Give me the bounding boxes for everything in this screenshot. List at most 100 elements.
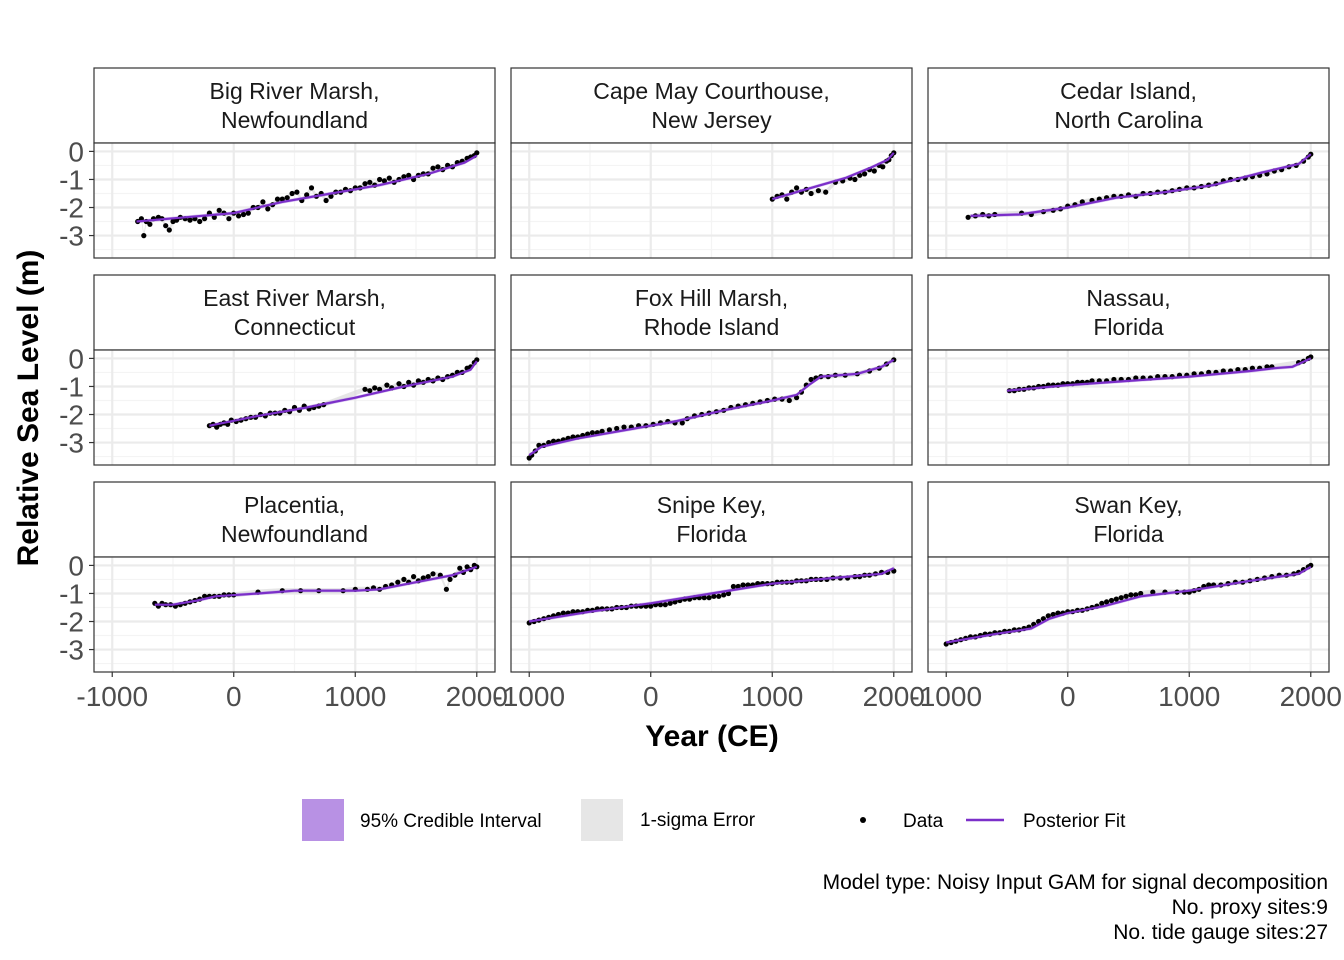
credible-interval-band <box>529 358 894 457</box>
data-point <box>725 590 732 597</box>
x-tick-label: 2000 <box>446 681 508 712</box>
y-tick-label: 0 <box>68 343 84 374</box>
grid-lines <box>511 350 912 465</box>
data-point <box>1104 599 1110 605</box>
posterior-fit-line <box>970 153 1312 217</box>
data-point <box>871 168 877 174</box>
legend: 95% Credible Interval 1-sigma Error Data Po… <box>302 799 1126 841</box>
grid-lines <box>928 143 1329 258</box>
data-point <box>430 165 436 171</box>
x-tick-label: 0 <box>643 681 659 712</box>
data-point <box>1108 597 1115 604</box>
facet-panels: Big River Marsh,Newfoundland0-1-2-3Cape … <box>59 67 1342 712</box>
facet-strip <box>510 481 913 558</box>
x-tick-label: 2000 <box>1280 681 1342 712</box>
data-point <box>606 427 613 433</box>
data-point <box>701 595 707 601</box>
data-point <box>377 386 383 392</box>
data-point <box>377 176 383 183</box>
y-tick-label: -3 <box>59 635 84 666</box>
data-point <box>1045 613 1051 619</box>
facet-title-line2: Connecticut <box>234 314 356 340</box>
facet-title-line2: Newfoundland <box>221 107 368 133</box>
panel-border <box>93 349 496 466</box>
legend-key-fill <box>581 799 623 841</box>
data-point <box>662 602 668 608</box>
data-point <box>808 190 814 197</box>
x-tick-label: 2000 <box>863 681 925 712</box>
data-point <box>265 206 271 212</box>
facet-panel: Nassau, Florida <box>927 274 1330 466</box>
posterior-fit-line <box>209 360 478 427</box>
posterior-fit-line <box>154 565 478 606</box>
x-tick-label: -1000 <box>910 681 982 712</box>
data-point <box>406 379 412 385</box>
y-tick-label: 0 <box>68 550 84 581</box>
series-layer <box>135 150 480 239</box>
data-point <box>740 582 746 588</box>
data-point <box>214 424 220 430</box>
data-point <box>443 586 449 592</box>
legend-key-fill <box>302 799 344 841</box>
data-point <box>1128 592 1134 598</box>
panel-border <box>510 142 913 259</box>
data-point <box>1050 611 1056 618</box>
data-point <box>386 175 392 181</box>
series-layer <box>965 151 1314 220</box>
facet-strip <box>93 481 496 558</box>
data-point <box>614 425 620 432</box>
x-tick-label: 1000 <box>1158 681 1220 712</box>
data-point <box>457 565 463 571</box>
data-point <box>1040 616 1046 622</box>
caption-proxy-sites: No. proxy sites:9 <box>1171 896 1328 919</box>
facet-title-line2: Florida <box>676 521 747 547</box>
data-point <box>1118 595 1124 601</box>
posterior-fit-line <box>1006 357 1312 392</box>
data-point <box>245 210 251 216</box>
facet-panel: Swan Key, Florida -1000 0 1000 2000 <box>910 481 1342 712</box>
facet-strip <box>93 67 496 144</box>
facet-strip <box>927 481 1330 558</box>
facet-title-line1: Cape May Courthouse, <box>593 78 830 104</box>
legend-label: Posterior Fit <box>1023 811 1126 832</box>
facet-title-line1: Placentia, <box>244 492 345 518</box>
facet-strip <box>93 274 496 351</box>
data-point <box>163 223 169 229</box>
data-point <box>706 595 712 601</box>
panel-border <box>93 142 496 259</box>
data-point <box>1113 596 1119 602</box>
y-tick-label: -1 <box>59 164 84 195</box>
posterior-fit-line <box>946 565 1312 644</box>
data-point <box>401 174 407 180</box>
data-point <box>279 196 285 202</box>
legend-label: 95% Credible Interval <box>360 811 542 832</box>
grid-lines <box>928 350 1329 465</box>
y-tick-label: -2 <box>59 193 84 224</box>
data-point <box>323 197 329 204</box>
data-point <box>216 207 222 213</box>
panel-border <box>927 349 1330 466</box>
facet-title-line1: Fox Hill Marsh, <box>635 285 788 311</box>
grid-lines <box>94 557 495 672</box>
data-point <box>786 397 792 404</box>
x-tick-label: -1000 <box>76 681 148 712</box>
facet-title-line1: Cedar Island, <box>1060 78 1197 104</box>
data-point <box>226 216 232 222</box>
series-layer <box>526 566 897 626</box>
facet-title-line2: Newfoundland <box>221 521 368 547</box>
data-point <box>570 609 576 615</box>
series-layer <box>152 562 480 609</box>
data-point <box>372 385 378 391</box>
legend-key-point <box>860 817 866 823</box>
panel-border <box>927 556 1330 673</box>
data-point <box>823 189 829 195</box>
facet-title-line1: East River Marsh, <box>203 285 386 311</box>
data-point <box>794 185 800 191</box>
data-point <box>187 217 193 223</box>
facet-title-line1: Nassau, <box>1086 285 1170 311</box>
data-point <box>1055 610 1061 616</box>
y-tick-label: -3 <box>59 221 84 252</box>
data-point <box>965 214 971 220</box>
facet-panel: Cedar Island, North Carolina <box>927 67 1330 259</box>
data-point <box>648 603 654 609</box>
